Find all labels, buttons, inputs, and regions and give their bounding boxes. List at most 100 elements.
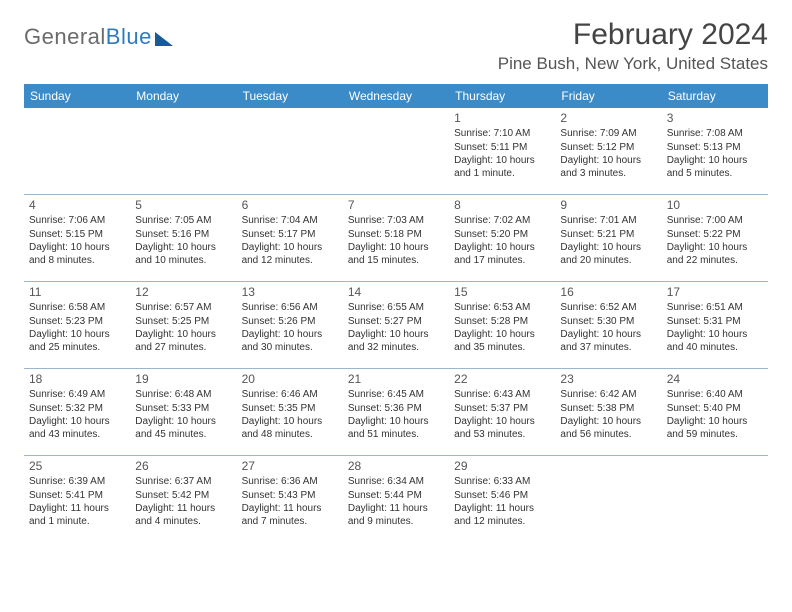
daylight-line: Daylight: 10 hours and 32 minutes. [348,329,444,354]
calendar-day: 11Sunrise: 6:58 AMSunset: 5:23 PMDayligh… [24,282,130,368]
day-facts: Sunrise: 7:04 AMSunset: 5:17 PMDaylight:… [242,215,338,267]
sunset-line: Sunset: 5:21 PM [560,229,656,242]
day-number: 25 [29,459,125,474]
day-number: 5 [135,198,231,213]
calendar-day: 9Sunrise: 7:01 AMSunset: 5:21 PMDaylight… [555,195,661,281]
daylight-line: Daylight: 10 hours and 53 minutes. [454,416,550,441]
daylight-line: Daylight: 10 hours and 22 minutes. [667,242,763,267]
sunset-line: Sunset: 5:31 PM [667,316,763,329]
day-number: 21 [348,372,444,387]
day-facts: Sunrise: 7:00 AMSunset: 5:22 PMDaylight:… [667,215,763,267]
day-number: 2 [560,111,656,126]
calendar-day: 5 Sunrise: 7:05 AMSunset: 5:16 PMDaylight… [130,195,236,281]
daylight-line: Daylight: 10 hours and 37 minutes. [560,329,656,354]
calendar-day: 18 Sunrise: 6:49 AMSunset: 5:32 PMDayligh… [24,369,130,455]
day-number: 27 [242,459,338,474]
sunrise-line: Sunrise: 6:39 AM [29,476,125,489]
sunrise-line: Sunrise: 6:40 AM [667,389,763,402]
day-facts: Sunrise: 6:49 AMSunset: 5:32 PMDaylight:… [29,389,125,441]
location: Pine Bush, New York, United States [498,54,768,74]
sunrise-line: Sunrise: 6:55 AM [348,302,444,315]
calendar-day: 6Sunrise: 7:04 AMSunset: 5:17 PMDaylight… [237,195,343,281]
day-number: 19 [135,372,231,387]
calendar-week: 1 Sunrise: 7:10 AMSunset: 5:11 PMDaylight… [24,108,768,194]
calendar-day: 7 Sunrise: 7:03 AMSunset: 5:18 PMDaylight… [343,195,449,281]
sunrise-line: Sunrise: 7:02 AM [454,215,550,228]
sunset-line: Sunset: 5:15 PM [29,229,125,242]
sunset-line: Sunset: 5:28 PM [454,316,550,329]
sunrise-line: Sunrise: 7:08 AM [667,128,763,141]
daylight-line: Daylight: 11 hours and 1 minute. [29,503,125,528]
day-number: 7 [348,198,444,213]
sunrise-line: Sunrise: 6:42 AM [560,389,656,402]
day-number: 10 [667,198,763,213]
weekday-label: Tuesday [237,84,343,108]
calendar-day: 22Sunrise: 6:43 AMSunset: 5:37 PMDayligh… [449,369,555,455]
logo-text-blue: Blue [106,24,152,49]
day-facts: Sunrise: 6:43 AMSunset: 5:37 PMDaylight:… [454,389,550,441]
day-facts: Sunrise: 6:52 AMSunset: 5:30 PMDaylight:… [560,302,656,354]
day-number: 24 [667,372,763,387]
calendar-day: 10 Sunrise: 7:00 AMSunset: 5:22 PMDayligh… [662,195,768,281]
day-number: 18 [29,372,125,387]
sunrise-line: Sunrise: 7:04 AM [242,215,338,228]
calendar-day: 17Sunrise: 6:51 AMSunset: 5:31 PMDayligh… [662,282,768,368]
calendar-day: 23Sunrise: 6:42 AMSunset: 5:38 PMDayligh… [555,369,661,455]
sunset-line: Sunset: 5:30 PM [560,316,656,329]
sunrise-line: Sunrise: 6:43 AM [454,389,550,402]
weekday-label: Monday [130,84,236,108]
sunset-line: Sunset: 5:13 PM [667,142,763,155]
daylight-line: Daylight: 10 hours and 15 minutes. [348,242,444,267]
daylight-line: Daylight: 10 hours and 30 minutes. [242,329,338,354]
calendar-day: 1 Sunrise: 7:10 AMSunset: 5:11 PMDaylight… [449,108,555,194]
sunset-line: Sunset: 5:44 PM [348,490,444,503]
logo-mark-icon [155,32,173,46]
calendar-day: 25Sunrise: 6:39 AMSunset: 5:41 PMDayligh… [24,456,130,542]
weekday-label: Sunday [24,84,130,108]
title-block: February 2024 Pine Bush, New York, Unite… [498,18,768,74]
sunset-line: Sunset: 5:42 PM [135,490,231,503]
sunset-line: Sunset: 5:40 PM [667,403,763,416]
day-facts: Sunrise: 6:36 AMSunset: 5:43 PMDaylight:… [242,476,338,528]
sunrise-line: Sunrise: 6:57 AM [135,302,231,315]
day-facts: Sunrise: 7:03 AMSunset: 5:18 PMDaylight:… [348,215,444,267]
daylight-line: Daylight: 10 hours and 56 minutes. [560,416,656,441]
weeks-grid: 1 Sunrise: 7:10 AMSunset: 5:11 PMDaylight… [24,108,768,542]
calendar-day-empty [662,456,768,542]
day-number: 20 [242,372,338,387]
day-number: 11 [29,285,125,300]
day-number: 1 [454,111,550,126]
sunrise-line: Sunrise: 7:06 AM [29,215,125,228]
sunrise-line: Sunrise: 6:34 AM [348,476,444,489]
calendar-day-empty [237,108,343,194]
calendar-day: 3Sunrise: 7:08 AMSunset: 5:13 PMDaylight… [662,108,768,194]
day-facts: Sunrise: 6:53 AMSunset: 5:28 PMDaylight:… [454,302,550,354]
day-facts: Sunrise: 6:34 AMSunset: 5:44 PMDaylight:… [348,476,444,528]
day-facts: Sunrise: 7:10 AMSunset: 5:11 PMDaylight:… [454,128,550,180]
day-facts: Sunrise: 7:05 AMSunset: 5:16 PMDaylight:… [135,215,231,267]
weekday-header-row: SundayMondayTuesdayWednesdayThursdayFrid… [24,84,768,108]
daylight-line: Daylight: 11 hours and 9 minutes. [348,503,444,528]
day-facts: Sunrise: 6:46 AMSunset: 5:35 PMDaylight:… [242,389,338,441]
day-number: 17 [667,285,763,300]
daylight-line: Daylight: 10 hours and 12 minutes. [242,242,338,267]
daylight-line: Daylight: 10 hours and 8 minutes. [29,242,125,267]
calendar-day: 4 Sunrise: 7:06 AMSunset: 5:15 PMDaylight… [24,195,130,281]
day-number: 16 [560,285,656,300]
daylight-line: Daylight: 10 hours and 59 minutes. [667,416,763,441]
day-facts: Sunrise: 6:37 AMSunset: 5:42 PMDaylight:… [135,476,231,528]
calendar-page: GeneralBlue February 2024 Pine Bush, New… [0,0,792,542]
day-facts: Sunrise: 7:01 AMSunset: 5:21 PMDaylight:… [560,215,656,267]
sunset-line: Sunset: 5:22 PM [667,229,763,242]
sunset-line: Sunset: 5:25 PM [135,316,231,329]
day-number: 4 [29,198,125,213]
weekday-label: Friday [555,84,661,108]
calendar-day-empty [130,108,236,194]
daylight-line: Daylight: 10 hours and 48 minutes. [242,416,338,441]
sunset-line: Sunset: 5:11 PM [454,142,550,155]
sunset-line: Sunset: 5:36 PM [348,403,444,416]
sunrise-line: Sunrise: 7:01 AM [560,215,656,228]
weekday-label: Thursday [449,84,555,108]
sunrise-line: Sunrise: 6:51 AM [667,302,763,315]
calendar-day: 13Sunrise: 6:56 AMSunset: 5:26 PMDayligh… [237,282,343,368]
